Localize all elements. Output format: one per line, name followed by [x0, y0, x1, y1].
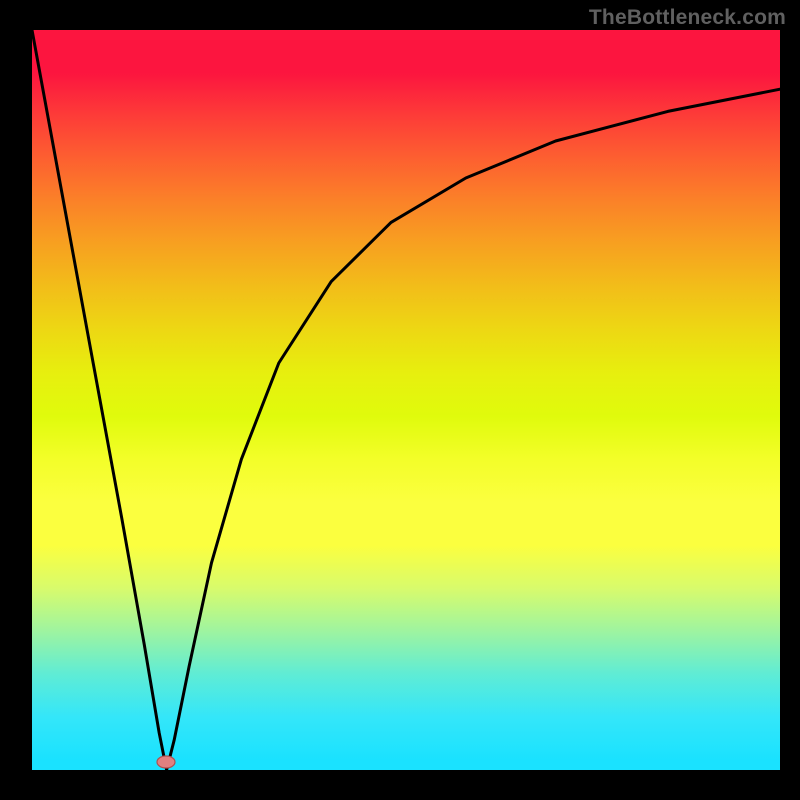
bottleneck-chart: [0, 0, 800, 800]
chart-container: TheBottleneck.com: [0, 0, 800, 800]
watermark-text: TheBottleneck.com: [589, 6, 786, 30]
